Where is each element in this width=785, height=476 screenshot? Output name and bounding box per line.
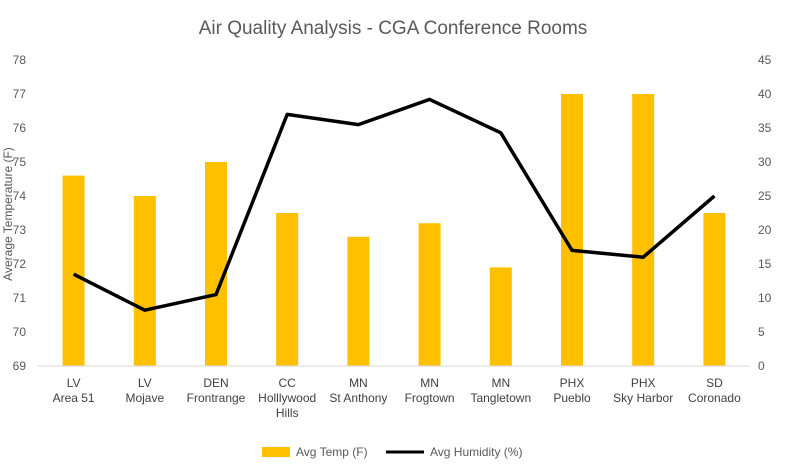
left-axis-ticks: 69 70 71 72 73 74 75 76 77 78 [13, 53, 27, 373]
right-axis-ticks: 0 5 10 15 20 25 30 35 40 45 [758, 53, 772, 373]
bar [703, 213, 726, 366]
right-tick-label: 0 [758, 359, 765, 373]
right-tick-label: 25 [758, 189, 772, 203]
category-labels: LV Area 51 LV Mojave DEN Frontrange CC Holllywo… [53, 376, 741, 420]
left-tick-label: 69 [13, 359, 27, 373]
bar [62, 175, 85, 366]
bar [133, 196, 156, 366]
bar-series [62, 94, 726, 366]
left-tick-label: 73 [13, 223, 27, 237]
left-tick-label: 72 [13, 257, 27, 271]
left-axis-label: Average Temperature (F) [1, 147, 15, 281]
left-tick-label: 76 [13, 121, 27, 135]
left-tick-label: 74 [13, 189, 27, 203]
category-label: MN St Anthony [329, 376, 387, 405]
left-tick-label: 75 [13, 155, 27, 169]
left-tick-label: 70 [13, 325, 27, 339]
bar [489, 267, 512, 366]
left-tick-label: 77 [13, 87, 27, 101]
category-label: DEN Frontrange [187, 376, 246, 405]
right-tick-label: 45 [758, 53, 772, 67]
legend-label-temp: Avg Temp (F) [296, 445, 368, 459]
right-tick-label: 20 [758, 223, 772, 237]
category-label: CC Holllywood Hills [258, 376, 316, 420]
chart-title: Air Quality Analysis - CGA Conference Ro… [199, 18, 588, 39]
category-label: SD Coronado [688, 376, 741, 405]
bar [561, 94, 583, 366]
category-label: LV Area 51 [53, 376, 95, 405]
category-label: LV Mojave [125, 376, 164, 405]
bar [276, 213, 299, 366]
left-tick-label: 71 [13, 291, 27, 305]
line-series [72, 97, 716, 312]
right-tick-label: 5 [758, 325, 765, 339]
legend-label-humidity: Avg Humidity (%) [430, 445, 522, 459]
right-tick-label: 10 [758, 291, 772, 305]
right-tick-label: 30 [758, 155, 772, 169]
bar [205, 162, 227, 366]
left-tick-label: 78 [13, 53, 27, 67]
bar [347, 236, 370, 366]
bar [632, 94, 655, 366]
legend-swatch-temp [262, 447, 290, 457]
right-tick-label: 15 [758, 257, 772, 271]
category-label: PHX Sky Harbor [613, 376, 673, 405]
category-label: PHX Pueblo [553, 376, 591, 405]
right-tick-label: 40 [758, 87, 772, 101]
legend: Avg Temp (F) Avg Humidity (%) [262, 445, 522, 459]
bar [418, 223, 441, 366]
humidity-line [72, 97, 716, 312]
category-label: MN Frogtown [405, 376, 455, 405]
category-label: MN Tangletown [470, 376, 531, 405]
right-tick-label: 35 [758, 121, 772, 135]
